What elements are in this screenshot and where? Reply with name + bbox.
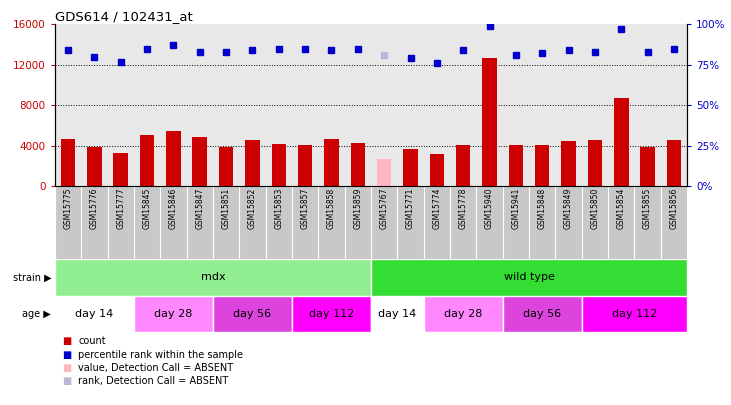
Bar <box>292 296 371 332</box>
Bar <box>561 141 576 186</box>
Bar <box>61 139 75 186</box>
Bar <box>351 143 365 186</box>
Bar <box>430 154 444 186</box>
Bar <box>614 98 629 186</box>
Text: GSM15767: GSM15767 <box>379 188 389 229</box>
Text: day 14: day 14 <box>75 309 113 319</box>
Bar <box>271 144 286 186</box>
Bar <box>371 259 687 296</box>
Bar <box>456 145 471 186</box>
Bar <box>482 58 497 186</box>
Bar <box>140 134 154 186</box>
Bar <box>640 147 655 186</box>
Bar <box>55 259 371 296</box>
Text: day 14: day 14 <box>378 309 417 319</box>
Text: value, Detection Call = ABSENT: value, Detection Call = ABSENT <box>78 363 233 373</box>
Text: GSM15774: GSM15774 <box>432 188 442 229</box>
Text: GSM15778: GSM15778 <box>458 188 468 229</box>
Bar <box>424 296 503 332</box>
Bar <box>219 147 233 186</box>
Bar <box>166 130 181 186</box>
Text: GSM15777: GSM15777 <box>116 188 125 229</box>
Bar <box>55 296 134 332</box>
Text: GSM15853: GSM15853 <box>274 188 284 229</box>
Bar <box>377 159 391 186</box>
Text: GDS614 / 102431_at: GDS614 / 102431_at <box>55 10 192 23</box>
Bar <box>582 296 687 332</box>
Text: GSM15852: GSM15852 <box>248 188 257 229</box>
Text: GSM15851: GSM15851 <box>221 188 230 229</box>
Text: GSM15776: GSM15776 <box>90 188 99 229</box>
Text: GSM15771: GSM15771 <box>406 188 415 229</box>
Bar <box>87 147 102 186</box>
Text: GSM15940: GSM15940 <box>485 188 494 229</box>
Text: GSM15845: GSM15845 <box>143 188 151 229</box>
Text: GSM15850: GSM15850 <box>591 188 599 229</box>
Text: GSM15849: GSM15849 <box>564 188 573 229</box>
Text: GSM15858: GSM15858 <box>327 188 336 229</box>
Bar <box>667 140 681 186</box>
Bar <box>245 140 260 186</box>
Text: GSM15847: GSM15847 <box>195 188 204 229</box>
Text: day 112: day 112 <box>612 309 657 319</box>
Text: GSM15848: GSM15848 <box>538 188 547 229</box>
Bar <box>588 140 602 186</box>
Text: wild type: wild type <box>504 273 555 282</box>
Bar <box>509 145 523 186</box>
Text: GSM15856: GSM15856 <box>670 188 678 229</box>
Text: GSM15941: GSM15941 <box>512 188 520 229</box>
Bar <box>404 149 417 186</box>
Text: day 28: day 28 <box>444 309 482 319</box>
Text: GSM15775: GSM15775 <box>64 188 72 229</box>
Text: strain ▶: strain ▶ <box>12 273 51 282</box>
Text: GSM15859: GSM15859 <box>353 188 363 229</box>
Text: GSM15846: GSM15846 <box>169 188 178 229</box>
Text: mdx: mdx <box>200 273 225 282</box>
Text: rank, Detection Call = ABSENT: rank, Detection Call = ABSENT <box>78 376 229 386</box>
Bar <box>192 137 207 186</box>
Bar <box>371 296 424 332</box>
Text: age ▶: age ▶ <box>23 309 51 319</box>
Text: count: count <box>78 336 106 346</box>
Text: percentile rank within the sample: percentile rank within the sample <box>78 350 243 360</box>
Bar <box>213 296 292 332</box>
Bar <box>113 153 128 186</box>
Text: GSM15855: GSM15855 <box>643 188 652 229</box>
Text: day 56: day 56 <box>233 309 271 319</box>
Text: ■: ■ <box>62 376 72 386</box>
Text: GSM15857: GSM15857 <box>300 188 310 229</box>
Text: ■: ■ <box>62 336 72 346</box>
Bar <box>134 296 213 332</box>
Bar <box>535 145 550 186</box>
Text: ■: ■ <box>62 350 72 360</box>
Text: day 112: day 112 <box>308 309 354 319</box>
Text: day 28: day 28 <box>154 309 192 319</box>
Bar <box>503 296 582 332</box>
Text: day 56: day 56 <box>523 309 561 319</box>
Bar <box>325 139 338 186</box>
Text: GSM15854: GSM15854 <box>617 188 626 229</box>
Bar <box>298 145 312 186</box>
Text: ■: ■ <box>62 363 72 373</box>
